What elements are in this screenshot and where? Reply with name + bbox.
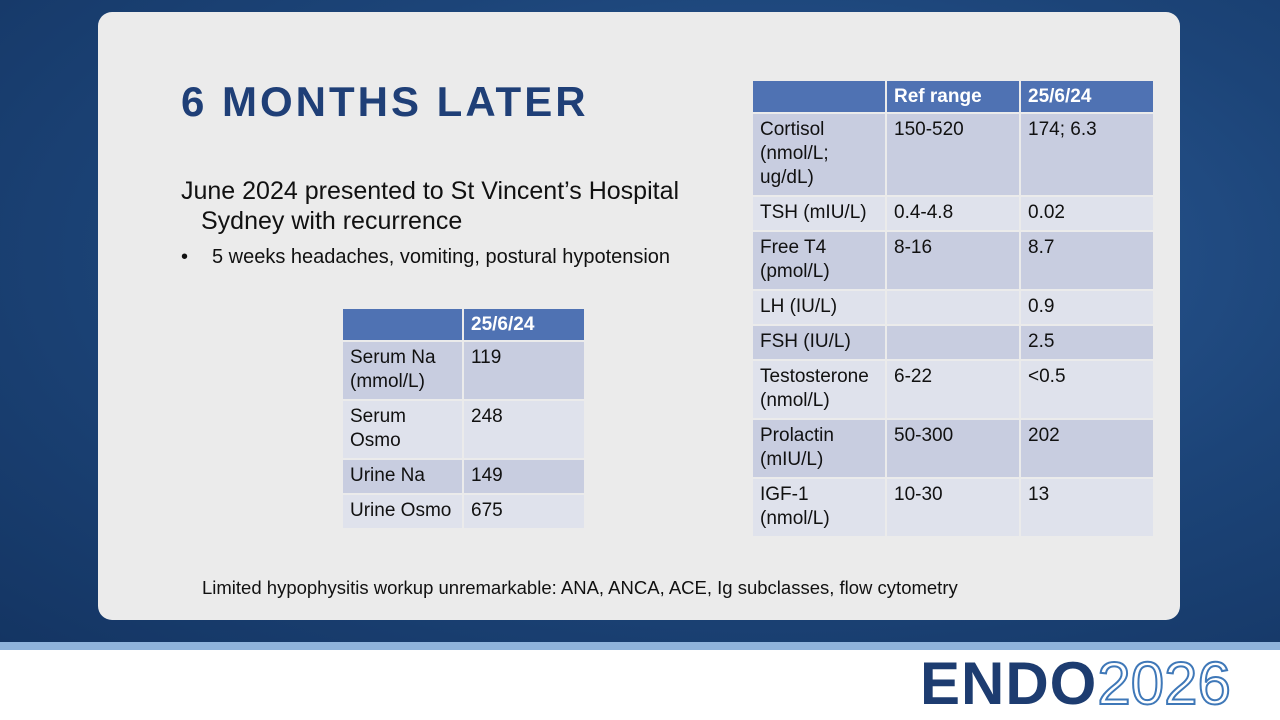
logo: ENDO2026	[920, 650, 1232, 717]
table-row: Urine Osmo 675	[341, 493, 586, 530]
table-cell: Urine Osmo	[341, 493, 464, 530]
table-cell: 0.4-4.8	[885, 195, 1021, 232]
table-row: LH (IU/L) 0.9	[751, 289, 1155, 326]
hormone-table: Ref range 25/6/24 Cortisol (nmol/L; ug/dL)…	[751, 79, 1155, 538]
logo-year: 2026	[1096, 650, 1231, 717]
table-cell: Prolactin (mIU/L)	[751, 418, 887, 479]
table-cell: 6-22	[885, 359, 1021, 420]
table-cell: 8.7	[1019, 230, 1155, 291]
table-row: Cortisol (nmol/L; ug/dL) 150-520 174; 6.3	[751, 112, 1155, 197]
table-cell: 0.9	[1019, 289, 1155, 326]
table-row: FSH (IU/L) 2.5	[751, 324, 1155, 361]
bullet-list: 5 weeks headaches, vomiting, postural hy…	[181, 246, 670, 269]
table-row: Serum Osmo 248	[341, 399, 586, 460]
table-cell: 248	[462, 399, 586, 460]
table-row: Prolactin (mIU/L) 50-300 202	[751, 418, 1155, 479]
table-cell: 0.02	[1019, 195, 1155, 232]
table-cell: 50-300	[885, 418, 1021, 479]
table-cell: FSH (IU/L)	[751, 324, 887, 361]
table-cell: 13	[1019, 477, 1155, 538]
table-cell	[885, 289, 1021, 326]
header-cell	[751, 79, 887, 114]
table-cell: Serum Na (mmol/L)	[341, 340, 464, 401]
table-cell: 119	[462, 340, 586, 401]
table-row: Serum Na (mmol/L) 119	[341, 340, 586, 401]
header-cell: 25/6/24	[462, 307, 586, 342]
table-cell: 2.5	[1019, 324, 1155, 361]
intro: June 2024 presented to St Vincent’s Hosp…	[181, 177, 680, 235]
logo-brand: ENDO	[920, 650, 1098, 717]
table-cell: Serum Osmo	[341, 399, 464, 460]
table-cell: IGF-1 (nmol/L)	[751, 477, 887, 538]
table-cell: 174; 6.3	[1019, 112, 1155, 197]
stripe	[0, 642, 1280, 650]
table-cell: 10-30	[885, 477, 1021, 538]
sodium-table: 25/6/24 Serum Na (mmol/L) 119 Serum Osmo 248…	[341, 307, 586, 530]
table-cell: <0.5	[1019, 359, 1155, 420]
table-cell: LH (IU/L)	[751, 289, 887, 326]
table-cell: Urine Na	[341, 458, 464, 495]
table-cell: 675	[462, 493, 586, 530]
header-cell	[341, 307, 464, 342]
table-row: Free T4 (pmol/L) 8-16 8.7	[751, 230, 1155, 291]
table-row: Testosterone (nmol/L) 6-22 <0.5	[751, 359, 1155, 420]
footnote: Limited hypophysitis workup unremarkable…	[202, 577, 958, 598]
header-row: 25/6/24	[341, 307, 586, 342]
table-cell: Testosterone (nmol/L)	[751, 359, 887, 420]
header-cell: Ref range	[885, 79, 1021, 114]
title: 6 MONTHS LATER	[181, 78, 589, 125]
table-row: TSH (mIU/L) 0.4-4.8 0.02	[751, 195, 1155, 232]
header-row: Ref range 25/6/24	[751, 79, 1155, 114]
table-cell: TSH (mIU/L)	[751, 195, 887, 232]
table-cell: Free T4 (pmol/L)	[751, 230, 887, 291]
table-row: IGF-1 (nmol/L) 10-30 13	[751, 477, 1155, 538]
table-cell	[885, 324, 1021, 361]
header-cell: 25/6/24	[1019, 79, 1155, 114]
table-cell: 202	[1019, 418, 1155, 479]
table-cell: 150-520	[885, 112, 1021, 197]
table-cell: 8-16	[885, 230, 1021, 291]
bullet: 5 weeks headaches, vomiting, postural hy…	[181, 246, 670, 269]
table-cell: Cortisol (nmol/L; ug/dL)	[751, 112, 887, 197]
table-row: Urine Na 149	[341, 458, 586, 495]
table-cell: 149	[462, 458, 586, 495]
